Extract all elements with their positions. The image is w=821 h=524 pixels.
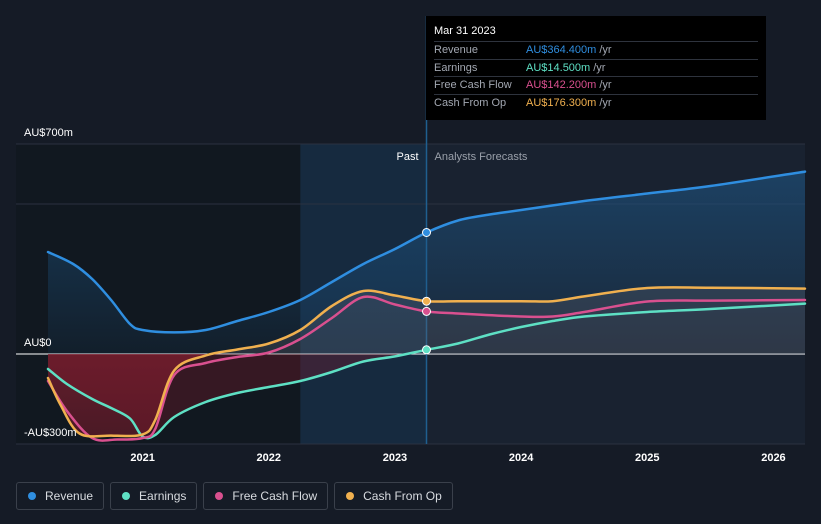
free-cash-flow-line <box>46 295 807 442</box>
tooltip-unit: /yr <box>593 61 606 74</box>
tooltip-value: AU$14.500m <box>526 61 591 74</box>
legend-label: Free Cash Flow <box>232 489 318 503</box>
free-cash-flow-marker <box>422 306 431 316</box>
y-tick-label: AU$0 <box>24 337 52 349</box>
tooltip-label: Earnings <box>434 61 478 74</box>
tooltip-value: AU$142.200m <box>526 79 597 91</box>
cash-from-op-dot-icon <box>346 492 355 500</box>
x-tick-label: 2023 <box>383 452 407 464</box>
tooltip-label: Cash From Op <box>434 96 507 109</box>
earnings-negative-area <box>48 354 805 439</box>
tooltip-value: AU$364.400m <box>526 44 597 56</box>
tooltip-row-earnings: Earnings AU$14.500m /yr <box>434 58 758 77</box>
x-tick-label: 2025 <box>635 452 659 464</box>
cash-from-op-line <box>46 286 807 438</box>
earnings-line <box>46 302 807 440</box>
legend: Revenue Earnings Free Cash Flow Cash Fro… <box>16 482 453 510</box>
revenue-area <box>48 171 805 354</box>
free-cash-flow-dot-icon <box>215 492 224 500</box>
legend-item-earnings[interactable]: Earnings <box>110 482 198 510</box>
tooltip-date: Mar 31 2023 <box>434 25 496 37</box>
legend-item-cash-from-op[interactable]: Cash From Op <box>334 482 453 510</box>
revenue-dot-icon <box>28 492 36 500</box>
earnings-marker <box>422 345 431 355</box>
earnings-dot-icon <box>122 492 131 500</box>
forecast-label: Analysts Forecasts <box>435 151 528 163</box>
tooltip-label: Revenue <box>434 44 479 56</box>
legend-label: Earnings <box>139 489 187 503</box>
x-tick-label: 2024 <box>509 452 534 464</box>
x-tick-label: 2026 <box>761 452 785 464</box>
cash-from-op-marker <box>422 296 431 306</box>
tooltip-value: AU$176.300m <box>526 96 597 109</box>
revenue-line <box>46 170 807 334</box>
x-tick-label: 2022 <box>257 452 281 464</box>
past-label: Past <box>396 151 418 163</box>
tooltip-row-free-cash-flow: Free Cash Flow AU$142.200m /yr <box>434 76 758 94</box>
legend-label: Revenue <box>45 489 94 503</box>
legend-item-revenue[interactable]: Revenue <box>16 482 105 510</box>
negative-area <box>48 354 805 437</box>
tooltip-unit: /yr <box>599 44 612 56</box>
tooltip-row-cash-from-op: Cash From Op AU$176.300m /yr <box>434 93 758 112</box>
tooltip: Mar 31 2023 Revenue AU$364.400m /yr Earn… <box>426 16 766 120</box>
revenue-marker <box>422 228 431 237</box>
tooltip-unit: /yr <box>599 79 612 91</box>
x-tick-label: 2021 <box>130 452 154 464</box>
cash-from-op-area <box>48 287 805 354</box>
legend-item-free-cash-flow[interactable]: Free Cash Flow <box>203 482 329 510</box>
tooltip-unit: /yr <box>599 96 612 109</box>
y-tick-label: AU$700m <box>24 127 73 139</box>
y-tick-label: -AU$300m <box>24 427 77 439</box>
legend-label: Cash From Op <box>363 489 442 503</box>
tooltip-row-revenue: Revenue AU$364.400m /yr <box>434 41 758 59</box>
tooltip-label: Free Cash Flow <box>434 79 512 91</box>
